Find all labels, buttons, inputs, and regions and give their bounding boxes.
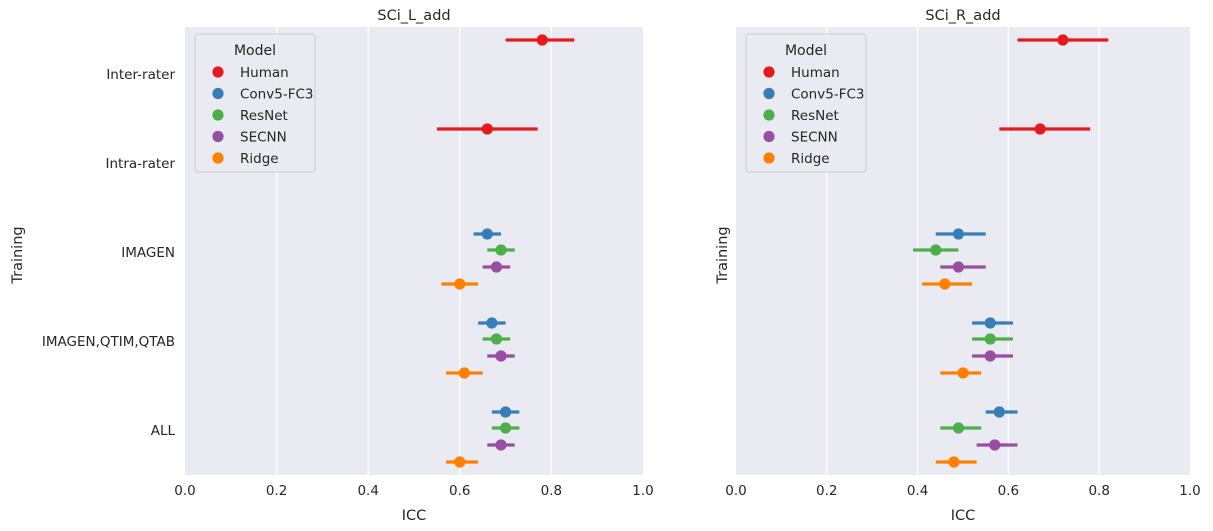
legend-marker — [212, 109, 224, 121]
data-point — [930, 244, 942, 256]
legend-title: Model — [785, 43, 827, 59]
y-tick-label: IMAGEN,QTIM,QTAB — [42, 334, 175, 350]
data-point — [952, 261, 965, 273]
legend-label: Human — [240, 65, 289, 81]
x-tick-label: 0.0 — [725, 483, 746, 499]
legend-label: Human — [791, 65, 840, 81]
legend-frame — [194, 33, 316, 173]
data-point — [454, 456, 466, 468]
legend-marker — [212, 87, 224, 100]
legend-frame — [745, 33, 867, 173]
x-axis-label: ICC — [402, 508, 427, 524]
y-tick-label: Intra-rater — [106, 156, 176, 172]
legend-label: Conv5-FC3 — [791, 87, 864, 103]
data-point — [500, 422, 512, 434]
data-point — [948, 456, 960, 468]
data-point — [984, 350, 996, 362]
data-point — [458, 367, 470, 379]
data-point — [952, 422, 965, 434]
legend-marker — [763, 109, 775, 121]
data-point — [939, 278, 951, 290]
data-point — [495, 439, 507, 451]
x-axis-label: ICC — [951, 508, 976, 524]
legend-marker — [763, 87, 775, 100]
legend-label: SECNN — [240, 130, 287, 146]
data-point — [993, 406, 1005, 418]
legend-label: Ridge — [791, 151, 830, 167]
data-point — [495, 244, 507, 256]
x-tick-label: 0.6 — [449, 483, 470, 499]
chart-panel-2: 0.0 0.2 0.4 0.6 0.8 1.0 ICC SCi_R_add Model Human… — [725, 8, 1200, 524]
legend-marker — [763, 130, 775, 143]
data-point — [490, 261, 503, 273]
x-tick-label: 0.2 — [816, 483, 837, 499]
data-point — [481, 228, 493, 240]
legend-label: Ridge — [240, 151, 279, 167]
legend-title: Model — [234, 43, 276, 59]
data-point — [454, 278, 466, 290]
x-tick-label: 0.8 — [1088, 483, 1109, 499]
data-point — [957, 367, 969, 379]
x-tick-label: 0.0 — [174, 483, 195, 499]
data-point — [490, 333, 503, 345]
data-point — [984, 317, 996, 329]
y-axis-label-right: Training — [715, 226, 731, 284]
data-point — [500, 406, 512, 418]
legend-marker — [763, 66, 775, 78]
x-tick-label: 0.8 — [541, 483, 562, 499]
legend-marker — [212, 130, 224, 143]
chart-title: SCi_L_add — [377, 8, 450, 24]
chart-panel-1: 0.0 0.2 0.4 0.6 0.8 1.0 ICC SCi_L_add Inter-rate… — [42, 8, 654, 524]
x-tick-label: 0.4 — [357, 483, 378, 499]
y-tick-label: IMAGEN — [121, 245, 175, 261]
legend: Model Human Conv5-FC3 ResNet SECNN Ridge — [745, 33, 867, 173]
data-point — [989, 439, 1001, 451]
legend-marker — [212, 152, 224, 164]
legend-marker — [212, 66, 224, 78]
legend-marker — [763, 152, 775, 164]
y-tick-label: ALL — [151, 423, 176, 439]
x-tick-label: 1.0 — [632, 483, 653, 499]
legend-label: SECNN — [791, 130, 838, 146]
data-point — [495, 350, 507, 362]
legend-label: Conv5-FC3 — [240, 87, 313, 103]
legend: Model Human Conv5-FC3 ResNet SECNN Ridge — [194, 33, 316, 173]
data-point — [1034, 123, 1046, 135]
data-point — [984, 333, 996, 345]
x-tick-label: 0.2 — [266, 483, 287, 499]
chart-panels: 0.0 0.2 0.4 0.6 0.8 1.0 ICC SCi_L_add Inter-rate… — [42, 8, 1201, 524]
data-point — [536, 34, 548, 46]
data-point — [952, 228, 965, 240]
data-point — [486, 317, 498, 329]
data-point — [481, 123, 493, 135]
data-point — [1057, 34, 1069, 46]
legend-label: ResNet — [240, 108, 288, 124]
y-axis-label-left: Training — [10, 226, 26, 284]
legend-label: ResNet — [791, 108, 839, 124]
chart-title: SCi_R_add — [925, 8, 1000, 24]
x-tick-label: 0.4 — [907, 483, 928, 499]
x-tick-label: 1.0 — [1179, 483, 1200, 499]
x-tick-label: 0.6 — [998, 483, 1019, 499]
y-tick-label: Inter-rater — [106, 67, 175, 83]
